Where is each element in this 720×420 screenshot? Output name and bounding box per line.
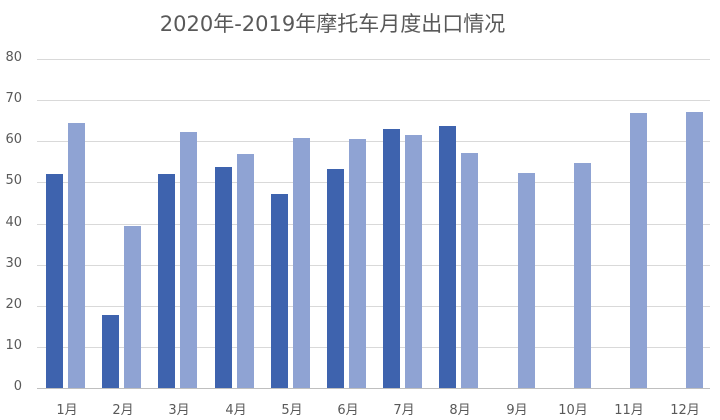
bar-2020年 bbox=[327, 169, 344, 388]
gridline bbox=[37, 59, 710, 60]
x-tick-label: 2月 bbox=[112, 403, 134, 418]
bar-2020年 bbox=[271, 194, 288, 388]
bar-2020年 bbox=[158, 174, 175, 388]
x-tick-label: 5月 bbox=[281, 403, 303, 418]
y-tick-label: 10 bbox=[5, 338, 22, 353]
y-tick-label: 70 bbox=[5, 91, 22, 106]
bar-2020年 bbox=[102, 315, 119, 388]
y-tick-label: 0 bbox=[13, 379, 22, 394]
bar-2020年 bbox=[46, 174, 63, 388]
y-tick-label: 40 bbox=[5, 215, 22, 230]
y-tick-label: 50 bbox=[5, 173, 22, 188]
bar-2019年 bbox=[293, 138, 310, 388]
bar-2020年 bbox=[383, 129, 400, 388]
bar-2019年 bbox=[237, 154, 254, 388]
x-tick-label: 1月 bbox=[56, 403, 78, 418]
bar-2019年 bbox=[124, 226, 141, 388]
x-axis-line bbox=[37, 388, 710, 389]
x-tick-label: 9月 bbox=[506, 403, 528, 418]
x-tick-label: 7月 bbox=[393, 403, 415, 418]
bar-2019年 bbox=[518, 173, 535, 388]
bar-2019年 bbox=[405, 135, 422, 388]
x-tick-label: 4月 bbox=[225, 403, 247, 418]
bar-2019年 bbox=[68, 123, 85, 388]
gridline bbox=[37, 100, 710, 101]
bar-2019年 bbox=[630, 113, 647, 388]
gridline bbox=[37, 347, 710, 348]
gridline bbox=[37, 306, 710, 307]
gridline bbox=[37, 182, 710, 183]
bar-2019年 bbox=[180, 132, 197, 388]
bar-2019年 bbox=[574, 163, 591, 388]
x-tick-label: 12月 bbox=[670, 403, 700, 418]
y-tick-label: 20 bbox=[5, 297, 22, 312]
x-tick-label: 6月 bbox=[337, 403, 359, 418]
gridline bbox=[37, 141, 710, 142]
x-tick-label: 11月 bbox=[614, 403, 644, 418]
bar-2019年 bbox=[461, 153, 478, 388]
bar-2020年 bbox=[215, 167, 232, 388]
chart-title: 2020年-2019年摩托车月度出口情况 bbox=[159, 12, 506, 36]
bar-2019年 bbox=[349, 139, 366, 388]
gridline bbox=[37, 265, 710, 266]
x-tick-label: 10月 bbox=[558, 403, 588, 418]
x-tick-label: 3月 bbox=[168, 403, 190, 418]
gridline bbox=[37, 224, 710, 225]
bar-2019年 bbox=[686, 112, 703, 388]
bar-2020年 bbox=[439, 126, 456, 388]
y-tick-label: 30 bbox=[5, 256, 22, 271]
y-tick-label: 80 bbox=[5, 50, 22, 65]
x-tick-label: 8月 bbox=[449, 403, 471, 418]
y-tick-label: 60 bbox=[5, 132, 22, 147]
